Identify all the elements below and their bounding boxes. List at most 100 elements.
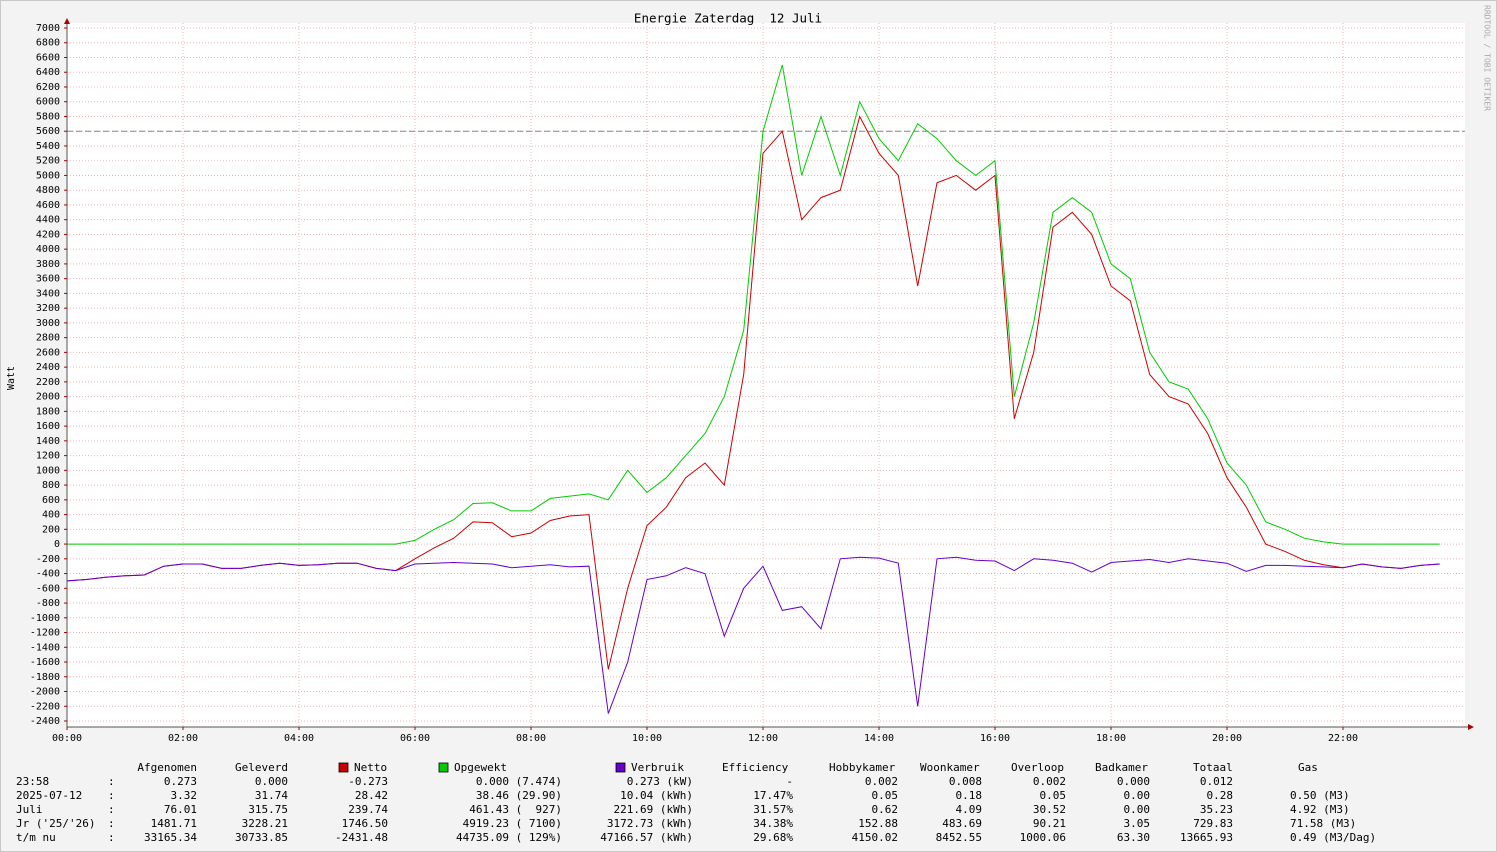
- y-tick-label: 0: [54, 539, 60, 550]
- y-axis-label: Watt: [6, 366, 17, 390]
- x-tick-label: 14:00: [864, 733, 894, 744]
- y-tick-label: 4800: [36, 185, 60, 196]
- y-tick-label: -1200: [30, 628, 60, 639]
- y-tick-label: 3000: [36, 318, 60, 329]
- data-table: Afgenomen Geleverd Efficiency Hobbykamer Woo…: [16, 761, 1376, 844]
- table-header: Hobbykamer: [829, 761, 896, 774]
- table-cell: 0.002: [865, 775, 898, 788]
- y-tick-label: 2000: [36, 392, 60, 403]
- table-cell: 221.69 (kWh): [614, 803, 693, 816]
- row-separator: :: [108, 789, 115, 802]
- legend-swatch: [615, 762, 626, 773]
- series-line: [66, 556, 1440, 714]
- x-tick-label: 10:00: [632, 733, 662, 744]
- plot-area: [67, 23, 1465, 727]
- table-header: Woonkamer: [920, 761, 980, 774]
- y-tick-label: 6400: [36, 67, 60, 78]
- table-cell: 0.50 (M3): [1290, 789, 1350, 802]
- y-tick-label: 600: [42, 495, 60, 506]
- table-cell: 4.09: [956, 803, 983, 816]
- x-tick-label: 04:00: [284, 733, 314, 744]
- y-tick-label: 7000: [36, 23, 60, 34]
- y-tick-label: 1000: [36, 465, 60, 476]
- table-cell: 0.012: [1200, 775, 1233, 788]
- table-cell: 31.57%: [753, 803, 793, 816]
- table-cell: 0.05: [1040, 789, 1067, 802]
- table-cell: 0.000: [255, 775, 288, 788]
- x-tick-label: 00:00: [52, 733, 82, 744]
- table-cell: 28.42: [355, 789, 388, 802]
- table-header: Geleverd: [235, 761, 288, 774]
- y-tick-label: 5600: [36, 126, 60, 137]
- y-tick-label: -1000: [30, 613, 60, 624]
- table-header: Overloop: [1011, 761, 1064, 774]
- y-arrow: [64, 18, 70, 24]
- y-tick-label: -2200: [30, 701, 60, 712]
- table-cell: 0.18: [956, 789, 983, 802]
- legend-label: Verbruik: [631, 761, 684, 774]
- y-tick-label: -600: [36, 583, 60, 594]
- y-tick-label: 2200: [36, 377, 60, 388]
- table-cell: 71.58 (M3): [1290, 817, 1356, 830]
- x-tick-label: 02:00: [168, 733, 198, 744]
- table-cell: 3.32: [171, 789, 198, 802]
- y-tick-label: 3400: [36, 288, 60, 299]
- watermark: RRDTOOL / TOBI OETIKER: [1483, 5, 1492, 111]
- y-tick-label: 800: [42, 480, 60, 491]
- y-tick-label: -1400: [30, 642, 60, 653]
- y-tick-label: 4200: [36, 229, 60, 240]
- y-tick-label: 6600: [36, 52, 60, 63]
- x-arrow: [1468, 724, 1474, 730]
- y-tick-label: 2400: [36, 362, 60, 373]
- table-cell: 17.47%: [753, 789, 793, 802]
- table-cell: 0.273 (kW): [627, 775, 693, 788]
- row-separator: :: [108, 803, 115, 816]
- x-tick-label: 08:00: [516, 733, 546, 744]
- legend-swatch: [438, 762, 449, 773]
- row-label: t/m nu: [16, 831, 56, 844]
- table-cell: 315.75: [248, 803, 288, 816]
- y-tick-label: 4000: [36, 244, 60, 255]
- row-separator: :: [108, 831, 115, 844]
- y-tick-label: 200: [42, 524, 60, 535]
- y-tick-label: 3200: [36, 303, 60, 314]
- y-tick-label: 400: [42, 510, 60, 521]
- table-cell: 44735.09 ( 129%): [456, 831, 562, 844]
- x-tick-label: 06:00: [400, 733, 430, 744]
- chart-title: Energie Zaterdag 12 Juli: [634, 11, 822, 26]
- table-cell: 461.43 ( 927): [469, 803, 562, 816]
- y-tick-label: 4600: [36, 200, 60, 211]
- table-cell: 239.74: [348, 803, 388, 816]
- x-tick-label: 16:00: [980, 733, 1010, 744]
- legend-swatch: [338, 762, 349, 773]
- row-label: Jr ('25/'26): [16, 817, 95, 830]
- y-tick-label: 1600: [36, 421, 60, 432]
- table-cell: 3.05: [1124, 817, 1151, 830]
- series-line: [67, 64, 1440, 545]
- table-cell: 4919.23 ( 7100): [463, 817, 562, 830]
- table-cell: 0.008: [949, 775, 982, 788]
- y-tick-label: 1200: [36, 451, 60, 462]
- table-cell: 63.30: [1117, 831, 1150, 844]
- table-cell: 38.46 (29.90): [476, 789, 562, 802]
- y-tick-label: -1800: [30, 672, 60, 683]
- x-tick-label: 20:00: [1212, 733, 1242, 744]
- x-tick-label: 22:00: [1328, 733, 1358, 744]
- table-cell: 4.92 (M3): [1290, 803, 1350, 816]
- table-cell: 4150.02: [852, 831, 898, 844]
- y-tick-label: 5200: [36, 156, 60, 167]
- y-tick-label: 1400: [36, 436, 60, 447]
- table-cell: 76.01: [164, 803, 197, 816]
- x-tick-label: 12:00: [748, 733, 778, 744]
- y-tick-label: 6200: [36, 82, 60, 93]
- table-cell: 10.04 (kWh): [620, 789, 693, 802]
- y-tick-label: 6800: [36, 38, 60, 49]
- table-cell: 29.68%: [753, 831, 793, 844]
- table-header: Afgenomen: [137, 761, 197, 774]
- table-cell: 0.002: [1033, 775, 1066, 788]
- table-cell: 35.23: [1200, 803, 1233, 816]
- table-cell: 31.74: [255, 789, 288, 802]
- table-cell: 34.38%: [753, 817, 793, 830]
- y-tick-label: -2400: [30, 716, 60, 727]
